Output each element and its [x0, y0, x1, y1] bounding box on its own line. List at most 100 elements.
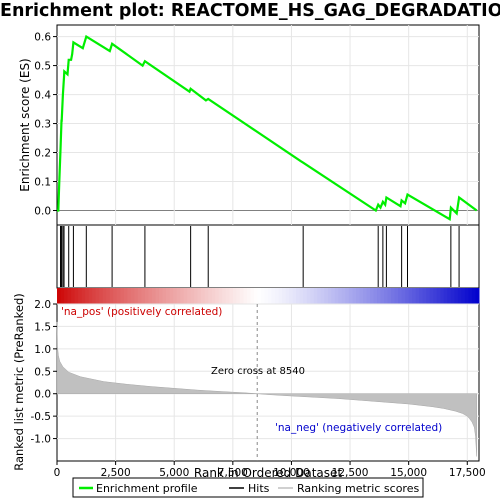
- band-segment: [99, 288, 104, 304]
- legend-ranking-label: Ranking metric scores: [297, 482, 419, 495]
- band-segment: [194, 288, 199, 304]
- rank-color-band: [57, 288, 480, 304]
- xtick-label: 17,500: [449, 467, 486, 479]
- band-segment: [373, 288, 378, 304]
- band-segment: [187, 288, 192, 304]
- band-segment: [144, 288, 149, 304]
- band-segment: [398, 288, 403, 304]
- band-segment: [222, 288, 227, 304]
- band-segment: [468, 288, 473, 304]
- band-segment: [394, 288, 399, 304]
- enrichment-profile-line: [57, 34, 478, 222]
- band-segment: [229, 288, 234, 304]
- band-segment: [85, 288, 90, 304]
- band-segment: [81, 288, 86, 304]
- xtick-label: 10,000: [273, 467, 310, 479]
- band-segment: [250, 288, 255, 304]
- chart-title: Enrichment plot: REACTOME_HS_GAG_DEGRADA…: [0, 1, 500, 21]
- xtick-label: 2,500: [101, 467, 131, 479]
- band-segment: [471, 288, 476, 304]
- band-segment: [380, 288, 385, 304]
- band-segment: [426, 288, 431, 304]
- metric-ytick-label: -0.5: [31, 411, 52, 423]
- band-segment: [215, 288, 220, 304]
- band-segment: [457, 288, 462, 304]
- hits-panel: [56, 224, 480, 289]
- xtick-label: 7,500: [218, 467, 248, 479]
- band-segment: [405, 288, 410, 304]
- band-segment: [268, 288, 273, 304]
- xtick-label: 15,000: [390, 467, 427, 479]
- band-segment: [201, 288, 206, 304]
- band-segment: [359, 288, 364, 304]
- band-segment: [369, 288, 374, 304]
- metric-ytick-label: -1.0: [31, 434, 52, 446]
- band-segment: [306, 288, 311, 304]
- band-segment: [327, 288, 332, 304]
- band-segment: [317, 288, 322, 304]
- band-segment: [155, 288, 160, 304]
- band-segment: [67, 288, 72, 304]
- band-segment: [102, 288, 107, 304]
- band-segment: [324, 288, 329, 304]
- zero-cross-label: Zero cross at 8540: [211, 366, 305, 377]
- band-segment: [239, 288, 244, 304]
- negative-correlated-label: 'na_neg' (negatively correlated): [275, 422, 442, 434]
- band-segment: [429, 288, 434, 304]
- es-ytick-label: 0.0: [34, 206, 51, 218]
- band-segment: [169, 288, 174, 304]
- band-segment: [88, 288, 93, 304]
- band-segment: [180, 288, 185, 304]
- band-segment: [57, 288, 62, 304]
- band-segment: [120, 288, 125, 304]
- band-segment: [475, 288, 480, 304]
- es-ytick-label: 0.5: [34, 61, 51, 73]
- metric-ytick-label: 1.5: [34, 321, 51, 333]
- band-segment: [292, 288, 297, 304]
- band-segment: [334, 288, 339, 304]
- band-segment: [137, 288, 142, 304]
- band-segment: [345, 288, 350, 304]
- band-segment: [130, 288, 135, 304]
- band-segment: [158, 288, 163, 304]
- band-segment: [313, 288, 318, 304]
- band-segment: [113, 288, 118, 304]
- band-segment: [412, 288, 417, 304]
- metric-ytick-label: 0.5: [34, 366, 51, 378]
- band-segment: [454, 288, 459, 304]
- band-segment: [352, 288, 357, 304]
- band-segment: [275, 288, 280, 304]
- band-segment: [253, 288, 258, 304]
- band-segment: [299, 288, 304, 304]
- band-segment: [243, 288, 248, 304]
- band-segment: [173, 288, 178, 304]
- band-segment: [225, 288, 230, 304]
- metric-panel: [56, 303, 480, 462]
- xlabel: Rank in Ordered Dataset: [194, 466, 342, 480]
- band-segment: [64, 288, 69, 304]
- band-segment: [384, 288, 389, 304]
- band-segment: [391, 288, 396, 304]
- metric-ytick-label: 0.0: [34, 389, 51, 401]
- band-segment: [208, 288, 213, 304]
- band-segment: [74, 288, 79, 304]
- band-segment: [440, 288, 445, 304]
- band-segment: [422, 288, 427, 304]
- band-segment: [377, 288, 382, 304]
- band-segment: [151, 288, 156, 304]
- band-segment: [436, 288, 441, 304]
- metric-ytick-label: 1.0: [34, 344, 51, 356]
- band-segment: [443, 288, 448, 304]
- metric-ytick-label: 2.0: [34, 299, 51, 311]
- xtick-label: 0: [54, 467, 61, 479]
- band-segment: [320, 288, 325, 304]
- band-segment: [464, 288, 469, 304]
- band-segment: [450, 288, 455, 304]
- band-segment: [408, 288, 413, 304]
- xtick-label: 5,000: [159, 467, 189, 479]
- band-segment: [123, 288, 128, 304]
- band-segment: [95, 288, 100, 304]
- band-segment: [447, 288, 452, 304]
- band-segment: [362, 288, 367, 304]
- band-segment: [116, 288, 121, 304]
